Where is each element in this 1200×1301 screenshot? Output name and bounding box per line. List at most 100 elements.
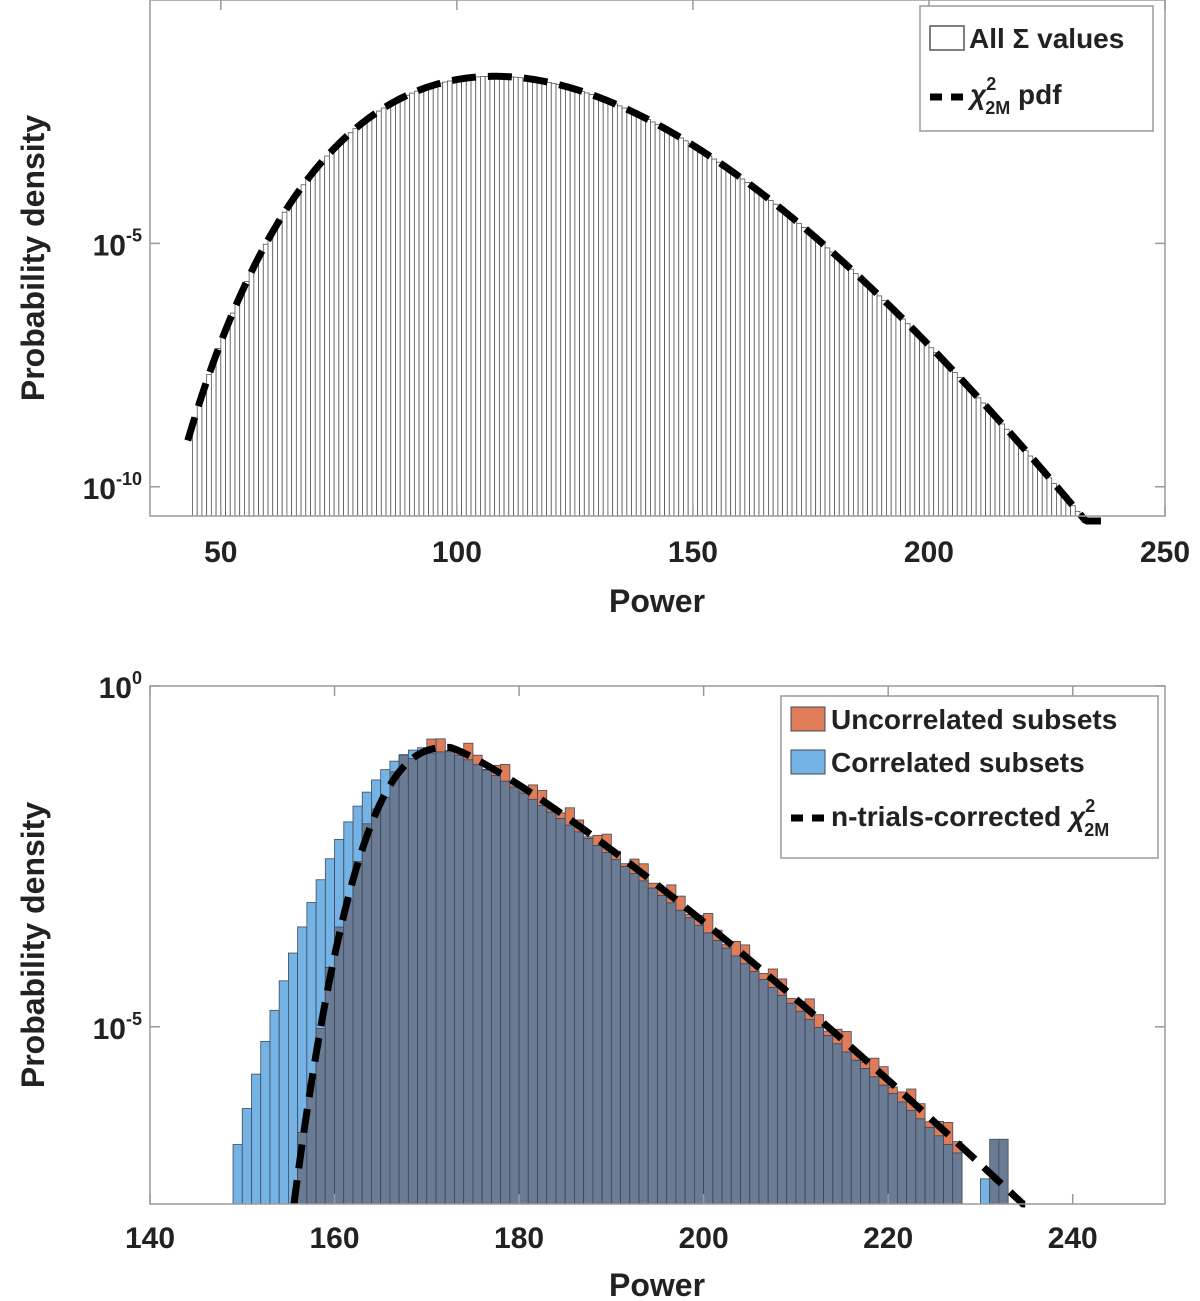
top-histogram-bar xyxy=(503,76,510,517)
top-histogram-bar xyxy=(565,86,571,517)
top-histogram-bar xyxy=(380,107,387,517)
top-histogram-bar xyxy=(461,78,467,517)
top-axes-box xyxy=(149,0,1166,517)
top-histogram-bar xyxy=(829,251,835,517)
top-histogram-bar xyxy=(815,239,821,517)
top-histogram-bar xyxy=(602,99,609,517)
top-histogram-bar xyxy=(362,120,368,517)
top-histogram-bar xyxy=(810,235,817,517)
top-histogram-bar xyxy=(904,323,911,517)
overlap-bar xyxy=(583,838,594,1205)
top-histogram-bar xyxy=(475,76,481,517)
top-histogram-bar xyxy=(550,82,557,517)
top-x-tick-label: 200 xyxy=(904,536,954,569)
top-histogram-bar xyxy=(668,132,675,517)
overlap-bar xyxy=(527,798,538,1205)
overlap-bar xyxy=(380,797,391,1205)
overlap-bar xyxy=(509,786,520,1205)
top-histogram-bar xyxy=(343,136,349,517)
top-histogram-bar xyxy=(324,155,330,517)
top-histogram-bar xyxy=(706,155,713,517)
top-x-tick-label: 150 xyxy=(668,536,718,569)
top-histogram-bar xyxy=(310,172,316,517)
overlap-bar xyxy=(675,909,686,1205)
top-histogram-bar xyxy=(300,184,307,517)
legend-corrected-symbol: χ xyxy=(1066,801,1086,832)
top-histogram-bar xyxy=(942,362,949,517)
tick-base: 10 xyxy=(93,229,126,262)
top-histogram-bar xyxy=(621,107,628,517)
top-histogram-bar xyxy=(352,128,359,517)
top-histogram-bar xyxy=(914,332,920,517)
top-x-tick-labels: 50 100 150 200 250 xyxy=(204,536,1190,569)
top-histogram-bar xyxy=(1008,434,1015,517)
top-histogram-bar xyxy=(225,324,231,517)
top-histogram-bar xyxy=(418,88,425,517)
overlap-bar xyxy=(435,751,446,1205)
top-histogram-bar xyxy=(291,197,297,517)
top-histogram-bar xyxy=(985,407,991,517)
top-histogram-bar xyxy=(314,166,321,517)
overlap-bar xyxy=(481,769,492,1205)
top-histogram-bar xyxy=(569,87,576,517)
bottom-axes-box xyxy=(149,685,1166,1205)
top-histogram-bar xyxy=(470,76,477,517)
bottom-y-axis-label: Probability density xyxy=(15,802,51,1088)
overlap-bar xyxy=(491,775,502,1205)
tick-base: 10 xyxy=(93,1013,126,1046)
overlap-bar xyxy=(500,780,511,1205)
overlap-bar xyxy=(454,754,465,1205)
top-histogram-bar xyxy=(583,92,590,517)
legend-label-all-values: All Σ values xyxy=(969,23,1124,54)
top-histogram-bar xyxy=(456,78,462,517)
tick-exponent: -5 xyxy=(126,225,142,245)
correlated-bar xyxy=(251,1073,262,1205)
top-histogram-bar xyxy=(262,243,269,517)
top-histogram-bar xyxy=(650,121,656,517)
overlap-bar xyxy=(786,1002,797,1205)
top-histogram-bar xyxy=(395,99,401,517)
correlated-bar xyxy=(241,1108,252,1205)
top-histogram-bar xyxy=(711,158,717,517)
top-histogram-bar xyxy=(763,196,769,517)
overlap-bar xyxy=(850,1059,861,1205)
overlap-bar xyxy=(537,805,548,1205)
top-histogram-bar xyxy=(659,126,665,517)
top-histogram-bar xyxy=(546,81,552,517)
top-x-tick-label: 100 xyxy=(432,536,482,569)
top-histogram-bar xyxy=(579,90,585,517)
top-histogram-bar xyxy=(267,235,274,517)
top-histogram-bar xyxy=(956,377,963,517)
overlap-bar xyxy=(841,1051,852,1205)
overlap-bar xyxy=(463,759,474,1205)
overlap-bar xyxy=(361,823,372,1205)
correlated-bar xyxy=(278,980,289,1205)
overlap-bar xyxy=(952,1152,963,1205)
top-histogram-bar xyxy=(338,141,344,517)
top-histogram-bar xyxy=(971,392,977,517)
top-histogram-bar xyxy=(947,367,953,517)
top-histogram-bar xyxy=(961,382,968,517)
overlap-bar xyxy=(703,932,714,1205)
legend-corrected-sub: 2M xyxy=(1084,820,1109,840)
top-histogram-bar xyxy=(673,134,680,517)
overlap-bar xyxy=(343,900,354,1205)
top-histogram-bar xyxy=(612,103,618,517)
top-histogram-bar xyxy=(1013,439,1020,517)
top-histogram-bar xyxy=(560,85,566,517)
top-histogram-bar xyxy=(895,313,902,517)
overlap-bar xyxy=(749,971,760,1205)
top-histogram-bar xyxy=(616,105,623,517)
top-histogram-bar xyxy=(900,318,906,517)
bottom-x-tick-label: 200 xyxy=(679,1222,729,1255)
correlated-bar xyxy=(232,1144,243,1205)
top-pdf-curve xyxy=(184,72,1104,525)
top-histogram-bar xyxy=(753,189,760,517)
top-histogram-bar xyxy=(881,300,887,517)
top-histogram-bar xyxy=(692,146,699,517)
top-histogram-bar xyxy=(531,79,538,517)
top-histogram-bar xyxy=(645,119,651,517)
top-histogram-bar xyxy=(701,152,708,517)
top-histogram-bar xyxy=(933,352,939,517)
correlated-bar xyxy=(269,1009,280,1205)
